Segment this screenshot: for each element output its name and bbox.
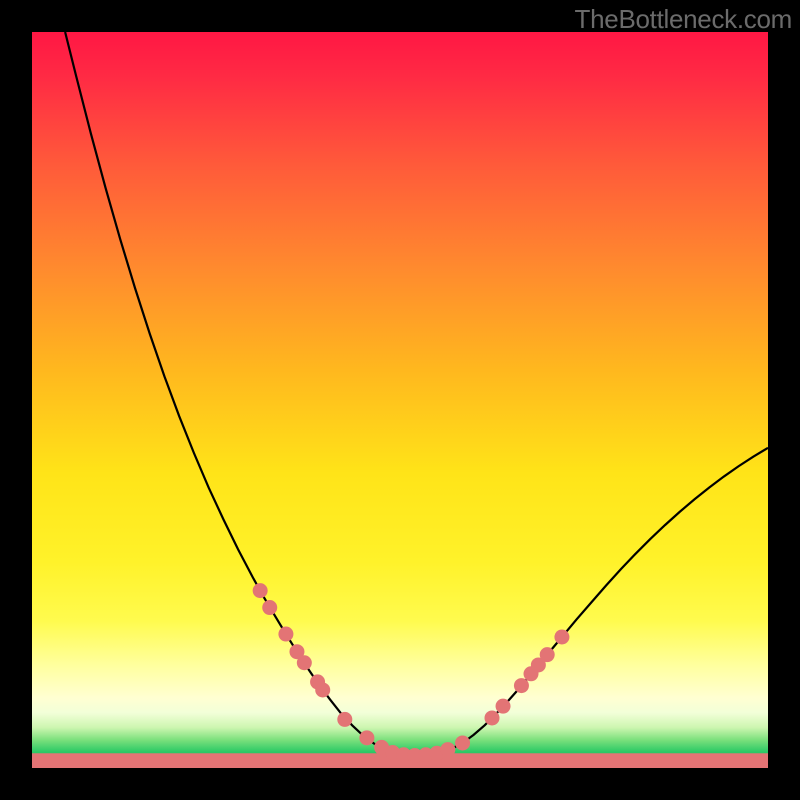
data-marker — [278, 627, 293, 642]
data-marker — [297, 655, 312, 670]
data-marker — [253, 583, 268, 598]
data-marker — [337, 712, 352, 727]
data-marker — [514, 678, 529, 693]
data-marker — [455, 735, 470, 750]
bottleneck-chart — [32, 32, 768, 768]
data-marker — [262, 600, 277, 615]
gradient-background — [32, 32, 768, 768]
watermark-text: TheBottleneck.com — [575, 4, 792, 35]
data-marker — [359, 730, 374, 745]
data-marker — [540, 647, 555, 662]
data-marker — [496, 699, 511, 714]
data-marker — [440, 742, 455, 757]
data-marker — [315, 682, 330, 697]
data-marker — [485, 710, 500, 725]
data-marker — [554, 629, 569, 644]
